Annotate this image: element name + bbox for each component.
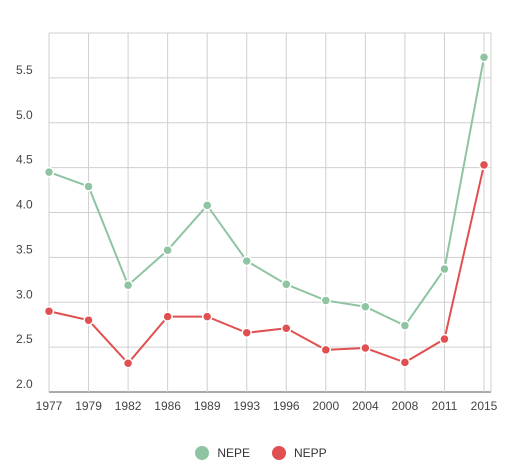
line-chart: 2.0 2.5 3.0 3.5 4.0 4.5 5.0 5.5 1977 1979 1982 198… [16,32,498,413]
chart-series [43,51,490,369]
data-point-nepe[interactable] [241,255,252,267]
data-point-nepe[interactable] [43,166,55,178]
x-tick-label: 1979 [75,399,102,413]
data-point-nepe[interactable] [122,279,134,291]
data-point-nepp[interactable] [281,323,292,334]
data-point-nepp[interactable] [478,159,490,171]
x-tick-label: 1977 [36,399,63,413]
data-point-nepp[interactable] [162,311,173,322]
data-point-nepe[interactable] [399,320,411,331]
x-tick-label: 2000 [312,399,339,413]
data-point-nepp[interactable] [43,305,55,317]
legend-item-nepp[interactable]: NEPP [272,446,327,460]
y-tick-label: 3.0 [16,287,33,301]
data-point-nepp[interactable] [83,314,94,326]
data-point-nepp[interactable] [439,333,450,345]
y-tick-label: 5.0 [16,108,33,122]
x-tick-label: 1982 [115,399,142,413]
x-tick-label: 1989 [194,399,221,413]
series-line-nepe [48,57,485,327]
legend: NEPE NEPP [0,438,522,468]
y-axis-labels: 2.0 2.5 3.0 3.5 4.0 4.5 5.0 5.5 [16,63,33,391]
data-point-nepp[interactable] [320,344,332,356]
x-tick-label: 1986 [154,399,181,413]
y-tick-label: 4.5 [16,153,33,167]
data-point-nepe[interactable] [320,295,332,306]
x-tick-label: 1996 [273,399,300,413]
x-tick-label: 2015 [471,399,498,413]
data-point-nepp[interactable] [399,357,411,368]
x-axis-labels: 1977 1979 1982 1986 1989 1993 1996 2000 2004 2008… [36,399,498,413]
chart-grid [48,32,492,393]
data-point-nepe[interactable] [360,301,371,312]
data-point-nepp[interactable] [241,327,252,339]
y-tick-label: 2.0 [16,377,33,391]
x-tick-label: 1993 [233,399,260,413]
data-point-nepp[interactable] [122,358,134,369]
data-point-nepp[interactable] [201,311,213,322]
legend-swatch-nepe [195,446,210,460]
x-tick-label: 2011 [432,399,458,413]
y-tick-label: 5.5 [16,63,33,77]
data-point-nepe[interactable] [162,244,173,256]
data-point-nepe[interactable] [281,279,292,290]
data-point-nepe[interactable] [201,200,213,211]
legend-item-nepe[interactable]: NEPE [195,446,250,460]
y-tick-label: 3.5 [16,242,33,256]
x-tick-label: 2008 [392,399,419,413]
data-point-nepe[interactable] [478,51,490,63]
y-tick-label: 4.0 [16,198,33,212]
series-line-nepp [48,164,485,365]
legend-swatch-nepp [272,446,286,460]
legend-label-nepp: NEPP [294,446,327,460]
legend-label-nepe: NEPE [217,446,250,460]
data-point-nepe[interactable] [83,181,94,192]
y-tick-label: 2.5 [16,332,33,346]
x-tick-label: 2004 [352,399,379,413]
data-point-nepe[interactable] [439,263,450,275]
data-point-nepp[interactable] [360,342,371,354]
